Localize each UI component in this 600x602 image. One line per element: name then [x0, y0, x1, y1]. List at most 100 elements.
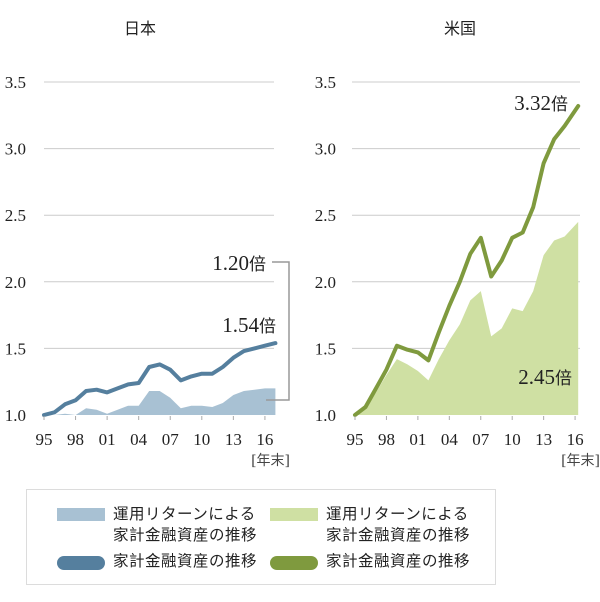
- legend-swatch-japan-area: [57, 508, 105, 521]
- legend-label-japan-area: 運用リターンによる 家計金融資産の推移: [113, 504, 257, 546]
- japan-bracket-connector: [266, 261, 290, 401]
- japan-area-end-value: 1.20: [212, 251, 249, 275]
- us-area-point: [437, 358, 440, 361]
- japan-area-point: [64, 412, 67, 415]
- japan-line-point: [106, 391, 109, 394]
- us-area-point: [375, 391, 378, 394]
- us-line-point: [500, 259, 503, 262]
- japan-area-point: [190, 404, 193, 407]
- japan-x-tick-label: 04: [130, 430, 148, 449]
- japan-area-point: [95, 408, 98, 411]
- us-area-point: [563, 235, 566, 238]
- charts-canvas: 日本 1.0 1.5 2.0 2.5 3.0 3.5 95 98 01 04 07 10 13 16 […: [5, 19, 600, 469]
- japan-y-tick-label: 3.5: [5, 73, 26, 92]
- us-x-tick-label: 10: [504, 430, 521, 449]
- us-line-end-suffix: 倍: [551, 95, 568, 115]
- japan-area-point: [106, 412, 109, 415]
- japan-y-tick-label: 2.0: [5, 273, 26, 292]
- us-line-point: [479, 236, 482, 239]
- japan-area-point: [169, 396, 172, 399]
- us-line-point: [577, 105, 580, 108]
- japan-y-tick-label: 2.5: [5, 206, 26, 225]
- japan-line-point: [242, 350, 245, 353]
- us-y-axis: 1.0 1.5 2.0 2.5 3.0 3.5: [315, 73, 336, 425]
- japan-line-point: [253, 347, 256, 350]
- japan-x-tick-label: 16: [256, 430, 273, 449]
- japan-line-point: [169, 368, 172, 371]
- japan-x-tick-label: 10: [193, 430, 210, 449]
- us-line-point: [458, 280, 461, 283]
- legend-item-japan-line: 家計金融資産の推移: [57, 551, 257, 572]
- japan-area-end-suffix: 倍: [249, 255, 266, 275]
- us-area-point: [395, 358, 398, 361]
- japan-line-point: [190, 375, 193, 378]
- us-x-tick-label: 01: [409, 430, 426, 449]
- japan-y-tick-label: 1.0: [5, 406, 26, 425]
- japan-line-point: [95, 388, 98, 391]
- us-line-point: [511, 236, 514, 239]
- us-line-point: [521, 231, 524, 234]
- us-area-point: [479, 290, 482, 293]
- japan-area-point: [211, 406, 214, 409]
- us-x-tick-label: 98: [378, 430, 395, 449]
- us-line-point: [354, 414, 357, 417]
- us-line-end-value: 3.32: [514, 91, 551, 115]
- us-area-point: [385, 374, 388, 377]
- japan-line-end-value: 1.54: [222, 313, 259, 337]
- japan-y-tick-label: 1.5: [5, 339, 26, 358]
- legend: 運用リターンによる 家計金融資産の推移 家計金融資産の推移 運用リターンによる …: [26, 489, 496, 585]
- us-line-point: [553, 138, 556, 141]
- japan-line-end-suffix: 倍: [259, 317, 276, 337]
- japan-area-point: [232, 394, 235, 397]
- japan-line-point: [211, 372, 214, 375]
- japan-gridlines: [44, 81, 274, 349]
- legend-item-us-area: 運用リターンによる 家計金融資産の推移: [270, 504, 470, 546]
- us-y-tick-label: 2.0: [315, 273, 336, 292]
- japan-x-tick-label: 07: [162, 430, 180, 449]
- us-line-point: [427, 359, 430, 362]
- us-area-return-assets: [355, 221, 579, 415]
- japan-area-point: [200, 404, 203, 407]
- japan-x-unit-label: [年末]: [251, 453, 290, 469]
- japan-area-return-assets: [44, 388, 276, 415]
- japan-area-point: [158, 390, 161, 393]
- us-line-household-assets: [353, 104, 581, 417]
- us-line-point: [406, 348, 409, 351]
- japan-line-point: [43, 414, 46, 417]
- japan-line-point: [179, 379, 182, 382]
- us-area-end-label: 2.45倍: [518, 365, 572, 389]
- us-line-point: [563, 125, 566, 128]
- us-area-point: [542, 254, 545, 257]
- legend-label-us-line: 家計金融資産の推移: [326, 552, 471, 570]
- us-x-tick-label: 13: [535, 430, 552, 449]
- japan-chart-title: 日本: [124, 19, 156, 38]
- legend-item-japan-area: 運用リターンによる 家計金融資産の推移: [57, 504, 257, 546]
- us-line-point: [490, 275, 493, 278]
- us-chart-title: 米国: [444, 19, 476, 38]
- us-line-point: [448, 304, 451, 307]
- us-chart: 米国 1.0 1.5 2.0 2.5 3.0 3.5 95 98 01 04 07 10 13 16 […: [315, 19, 600, 469]
- japan-chart: 日本 1.0 1.5 2.0 2.5 3.0 3.5 95 98 01 04 07 10 13 16 […: [5, 19, 290, 469]
- us-area-point: [416, 370, 419, 373]
- us-line-point: [385, 368, 388, 371]
- japan-line-point: [232, 356, 235, 359]
- japan-line-point: [74, 399, 77, 402]
- japan-y-tick-label: 3.0: [5, 140, 26, 159]
- us-area-point: [577, 220, 580, 223]
- us-area-point: [427, 379, 430, 382]
- japan-line-household-assets: [42, 341, 278, 417]
- us-area-point: [458, 323, 461, 326]
- us-line-point: [364, 406, 367, 409]
- japan-line-point: [221, 366, 224, 369]
- legend-label-japan-area-line1: 運用リターンによる: [113, 505, 256, 523]
- japan-line-point: [116, 387, 119, 390]
- japan-line-point: [127, 383, 130, 386]
- us-line-point: [375, 387, 378, 390]
- us-y-tick-label: 1.5: [315, 339, 336, 358]
- us-x-tick-label: 95: [347, 430, 364, 449]
- us-area-point: [553, 239, 556, 242]
- legend-swatch-us-area: [270, 508, 318, 521]
- us-area-point: [406, 363, 409, 366]
- us-y-tick-label: 3.5: [315, 73, 336, 92]
- legend-swatch-japan-line: [57, 556, 105, 570]
